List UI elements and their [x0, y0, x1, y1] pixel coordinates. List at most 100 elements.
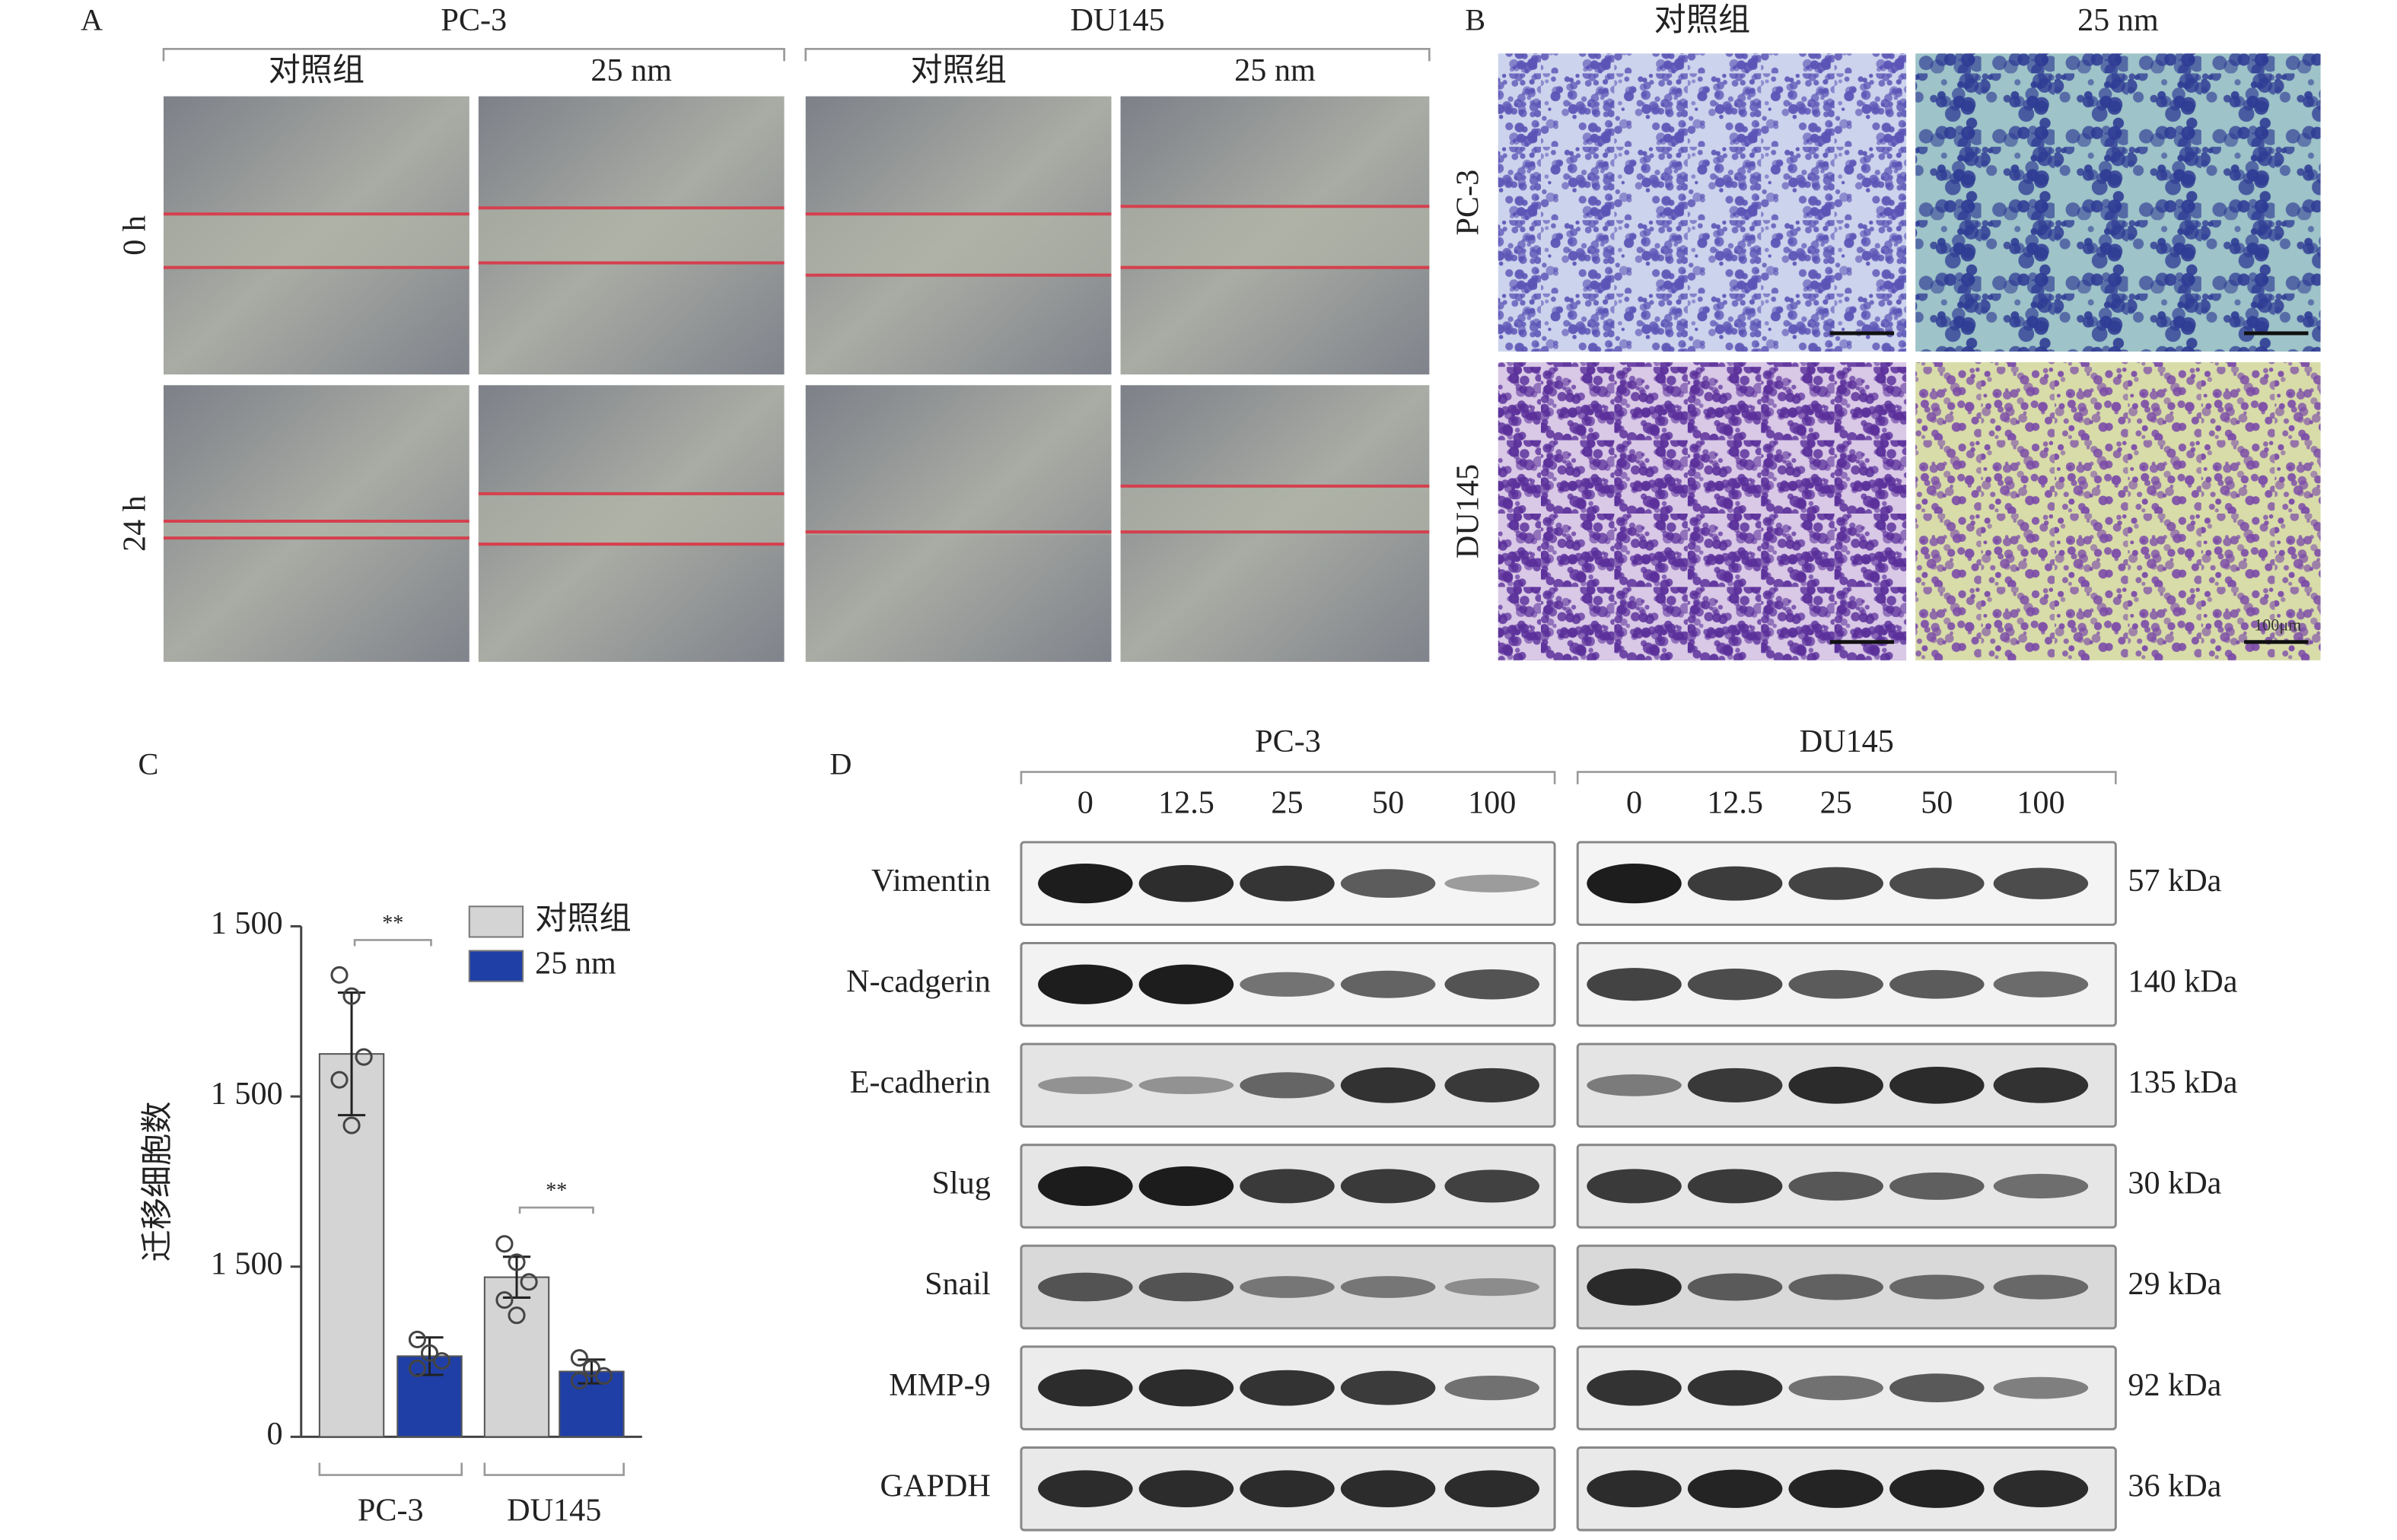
- blot-band: [1889, 1274, 1985, 1300]
- group-title: DU145: [1800, 724, 1894, 759]
- data-point: [508, 1253, 526, 1271]
- significance-bracket: [518, 1206, 594, 1214]
- data-point: [342, 1116, 361, 1134]
- column-label: 对照组: [269, 52, 365, 88]
- blot-band: [1138, 1166, 1234, 1207]
- group-bracket: [162, 47, 785, 62]
- row-label: 24 h: [116, 495, 152, 552]
- blot-band: [1587, 968, 1682, 1001]
- scale-bar-label: 100μm: [2254, 616, 2301, 635]
- blot-band: [1340, 869, 1436, 899]
- data-point: [408, 1330, 426, 1349]
- protein-label: N-cadgerin: [846, 963, 991, 999]
- wound-gap: [478, 493, 785, 545]
- y-tick-label: 1 500: [211, 905, 283, 941]
- kda-label: 92 kDa: [2128, 1367, 2221, 1403]
- wound-gap: [163, 214, 470, 268]
- blot-band: [1788, 1274, 1883, 1300]
- significance-label: **: [382, 912, 403, 935]
- kda-label: 36 kDa: [2128, 1468, 2221, 1503]
- data-point: [420, 1344, 439, 1362]
- blot-strip: [1020, 1244, 1556, 1330]
- bar: [483, 1276, 550, 1438]
- data-point: [508, 1306, 526, 1325]
- blot-band: [1687, 866, 1783, 901]
- lane-label: 50: [1921, 784, 1953, 820]
- blot-band: [1240, 1169, 1335, 1204]
- lane-label: 50: [1372, 784, 1404, 820]
- blot-band: [1889, 867, 1985, 899]
- group-bracket: [804, 47, 1431, 62]
- category-bracket: [318, 1462, 463, 1476]
- transwell-image: [1498, 362, 1907, 660]
- category-bracket: [483, 1462, 625, 1476]
- data-point: [570, 1372, 588, 1390]
- protein-label: Vimentin: [871, 863, 991, 899]
- blot-band: [1993, 1173, 2089, 1199]
- lane-label: 25: [1271, 784, 1303, 820]
- column-label: 25 nm: [1234, 52, 1316, 88]
- data-point: [495, 1291, 514, 1309]
- data-point: [342, 987, 361, 1005]
- lane-label: 0: [1626, 784, 1642, 820]
- panel-label: C: [138, 747, 158, 781]
- blot-band: [1444, 874, 1539, 892]
- blot-band: [1340, 1470, 1436, 1508]
- blot-band: [1138, 864, 1234, 902]
- blot-band: [1444, 1068, 1539, 1102]
- blot-band: [1444, 1375, 1539, 1401]
- blot-band: [1038, 1272, 1133, 1302]
- blot-band: [1240, 865, 1335, 902]
- x-tick-label: PC-3: [358, 1493, 424, 1529]
- blot-band: [1240, 972, 1335, 997]
- blot-band: [1340, 1067, 1436, 1103]
- blot-band: [1889, 1172, 1985, 1200]
- kda-label: 30 kDa: [2128, 1166, 2221, 1201]
- protein-label: GAPDH: [880, 1468, 991, 1503]
- protein-label: Slug: [931, 1166, 990, 1201]
- y-tick-label: 0: [267, 1416, 283, 1452]
- blot-band: [1444, 1169, 1539, 1203]
- blot-band: [1240, 1370, 1335, 1406]
- blot-band: [1993, 1376, 2089, 1399]
- row-label: 0 h: [116, 215, 152, 256]
- data-point: [408, 1359, 426, 1378]
- blot-band: [1788, 1469, 1883, 1508]
- blot-band: [1889, 1373, 1985, 1402]
- protein-label: E-cadherin: [850, 1064, 991, 1100]
- transwell-image: [1498, 53, 1907, 352]
- row-label: PC-3: [1450, 170, 1485, 236]
- wound-gap: [1120, 485, 1430, 533]
- wound-gap: [478, 208, 785, 263]
- blot-band: [1687, 1469, 1783, 1508]
- column-label: 25 nm: [2077, 2, 2159, 38]
- blot-band: [1138, 1369, 1234, 1407]
- blot-band: [1240, 1072, 1335, 1099]
- panel-label: B: [1465, 2, 1485, 37]
- transwell-image: [1915, 53, 2321, 352]
- transwell-image: [1915, 362, 2321, 660]
- panel-label: D: [829, 747, 852, 781]
- legend-swatch: [468, 905, 524, 938]
- blot-band: [1587, 1470, 1682, 1508]
- y-tick-label: 1 500: [211, 1246, 283, 1281]
- column-label: 25 nm: [590, 52, 672, 88]
- blot-band: [1340, 1276, 1436, 1298]
- blot-band: [1038, 864, 1133, 904]
- kda-label: 57 kDa: [2128, 863, 2221, 899]
- row-label: DU145: [1450, 464, 1485, 558]
- blot-band: [1788, 1375, 1883, 1401]
- group-title: PC-3: [1255, 724, 1321, 759]
- blot-band: [1340, 1370, 1436, 1405]
- blot-band: [1687, 1370, 1783, 1406]
- protein-label: MMP-9: [889, 1367, 991, 1403]
- error-bar: [337, 991, 366, 1117]
- error-bar: [502, 1255, 531, 1299]
- blot-band: [1038, 1369, 1133, 1407]
- blot-band: [1788, 969, 1883, 999]
- kda-label: 140 kDa: [2128, 963, 2237, 999]
- blot-band: [1138, 1272, 1234, 1302]
- group-title: DU145: [1070, 2, 1164, 38]
- wound-image: [805, 385, 1112, 662]
- group-bracket: [1576, 771, 2117, 784]
